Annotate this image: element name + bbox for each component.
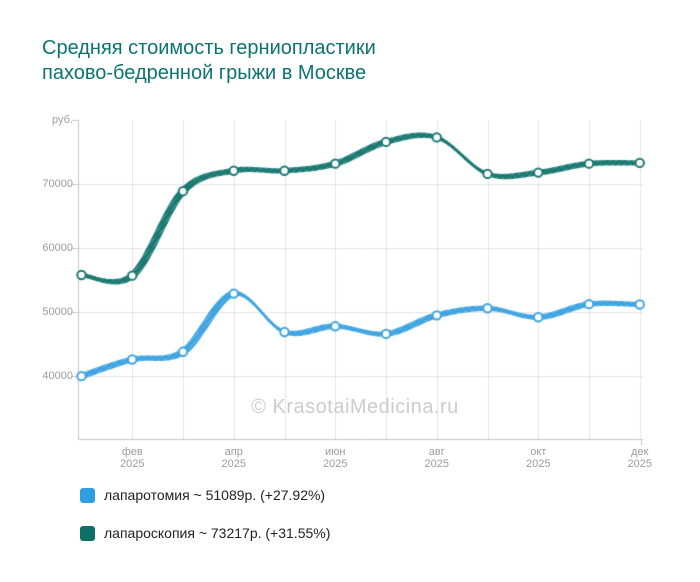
- y-tick-label: 60000: [42, 241, 73, 254]
- legend-item-лапаротомия: лапаротомия ~ 51089р. (+27.92%): [80, 487, 330, 503]
- x-tick-label: дек 2025: [627, 446, 652, 470]
- legend-swatch-лапаротомия: [80, 487, 95, 503]
- chart-title-line2: пахово-бедренной грыжи в Москве: [42, 62, 367, 84]
- x-tick-label: апр 2025: [221, 446, 246, 470]
- legend: лапаротомия ~ 51089р. (+27.92%) лапароско…: [80, 487, 330, 563]
- legend-label-лапаротомия: лапаротомия ~ 51089р. (+27.92%): [104, 487, 326, 503]
- y-tick-label: 40000: [42, 369, 73, 382]
- legend-label-лапароскопия: лапароскопия ~ 73217р. (+31.55%): [104, 525, 331, 541]
- y-tick-label: 50000: [42, 305, 73, 318]
- legend-swatch-лапароскопия: [80, 525, 95, 541]
- watermark: © KrasotaiMedicina.ru: [251, 396, 459, 418]
- x-tick-label: фев 2025: [120, 446, 145, 470]
- legend-item-лапароскопия: лапароскопия ~ 73217р. (+31.55%): [80, 525, 330, 541]
- x-tick-label: авг 2025: [424, 446, 449, 470]
- x-tick-label: июн 2025: [323, 446, 348, 470]
- chart-title: Средняя стоимость герниопластики пахово-…: [42, 36, 376, 86]
- y-tick-label: 70000: [42, 177, 73, 190]
- x-tick-label: окт 2025: [526, 446, 551, 470]
- y-axis-unit-label: руб.: [52, 114, 73, 126]
- chart-title-line1: Средняя стоимость герниопластики: [42, 37, 376, 59]
